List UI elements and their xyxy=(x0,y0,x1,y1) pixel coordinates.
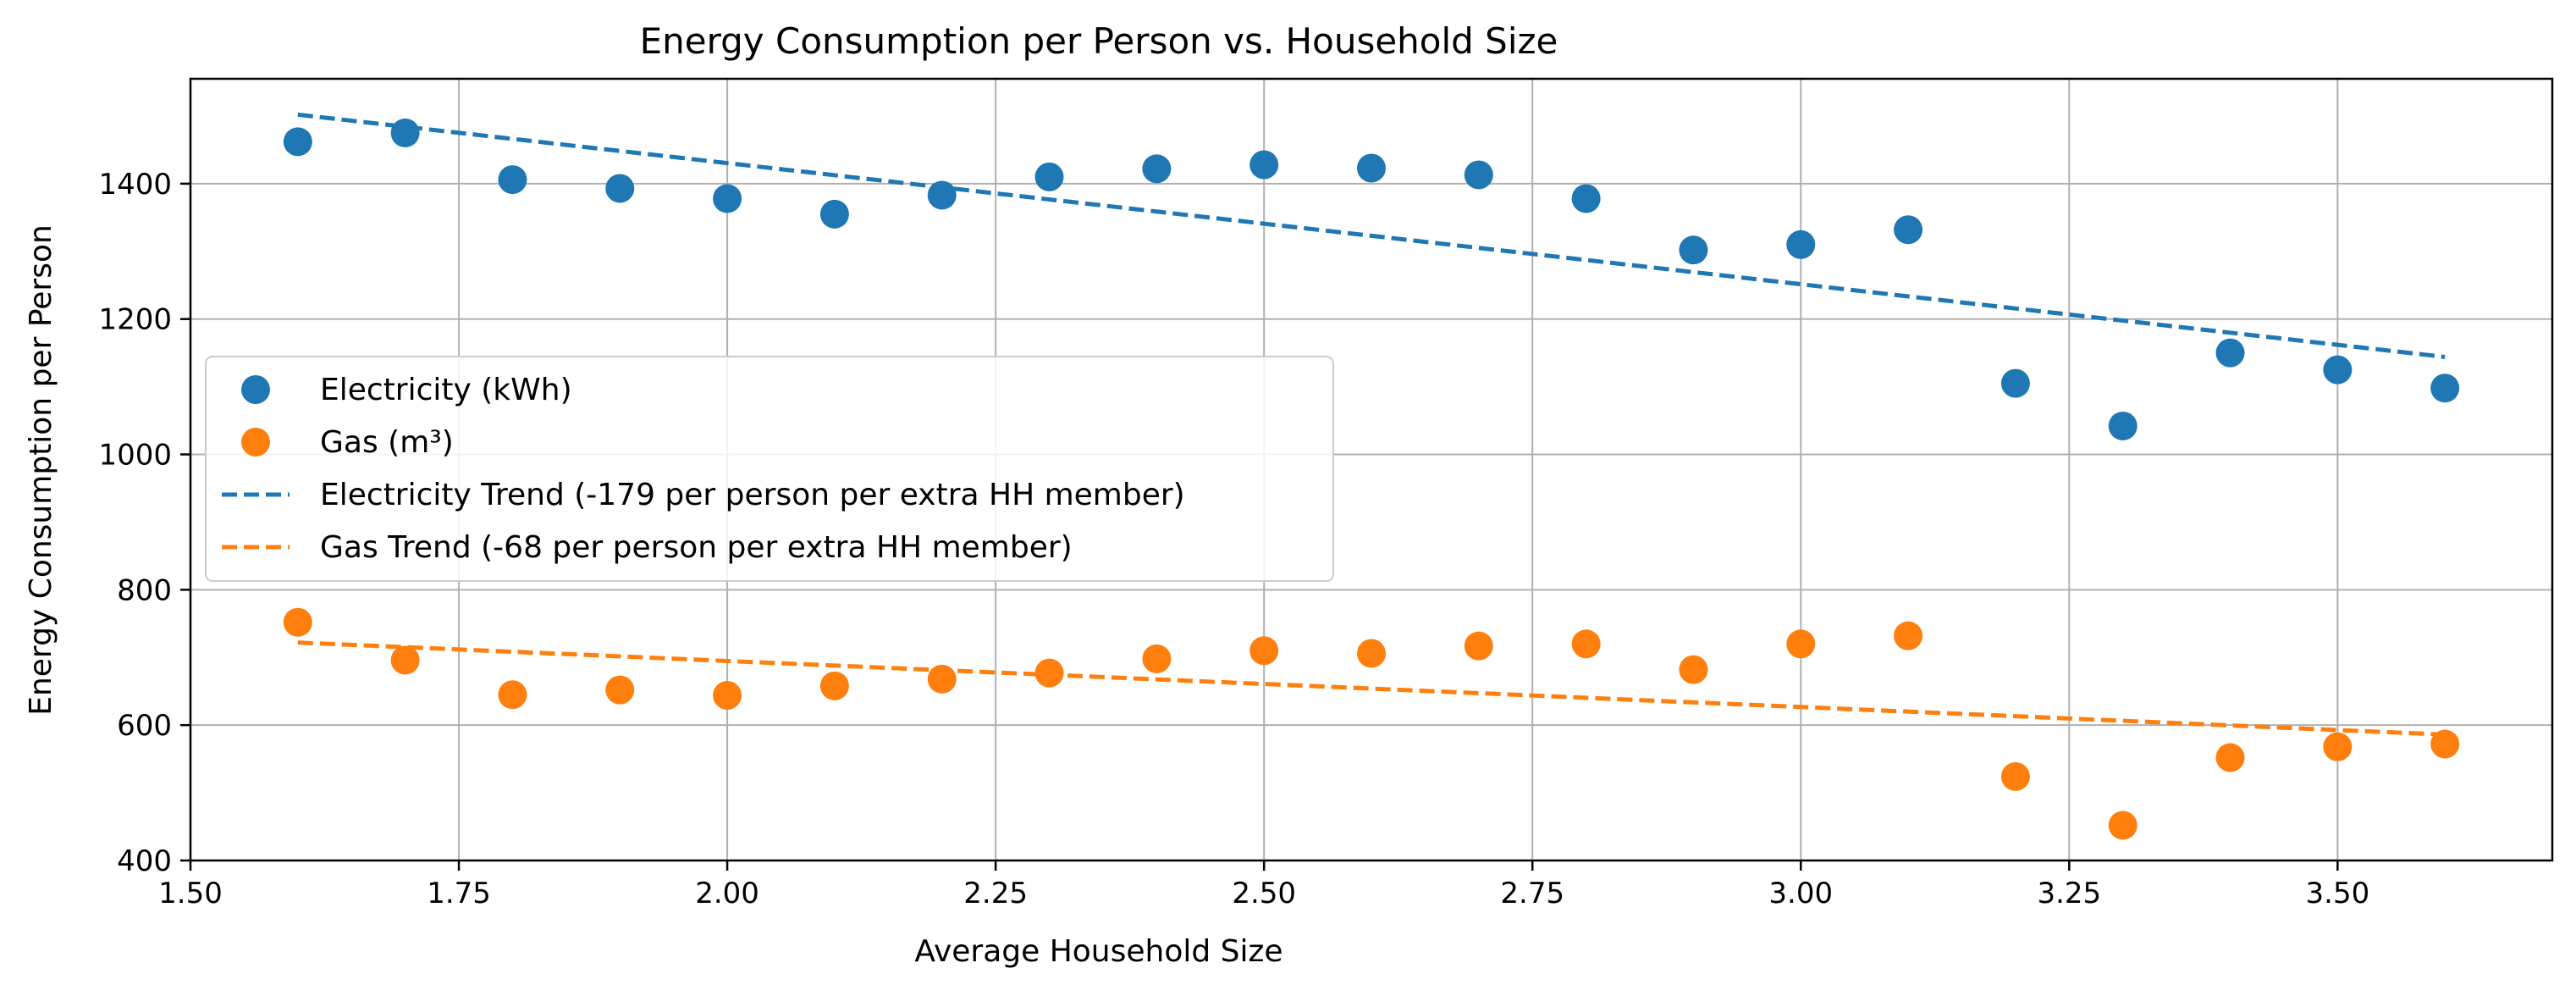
plot-frame xyxy=(189,77,2554,862)
legend-swatch-1 xyxy=(241,428,270,456)
y-tick-label: 800 xyxy=(117,573,172,607)
data-point xyxy=(1679,655,1708,684)
x-tick-label: 1.75 xyxy=(427,877,491,910)
data-point xyxy=(2430,374,2460,403)
data-point xyxy=(1679,235,1708,265)
ticks: 1.50 1.75 2.00 2.25 2.50 2.75 3.00 3.25 3.50 400 6… xyxy=(98,168,2369,910)
x-tick-label: 3.50 xyxy=(2306,877,2370,910)
data-point xyxy=(1357,153,1386,183)
data-point xyxy=(1357,639,1386,668)
legend-label-3: Gas Trend (-68 per person per extra HH m… xyxy=(320,530,1073,565)
legend-label-2: Electricity Trend (-179 per person per e… xyxy=(320,478,1185,512)
data-point xyxy=(1142,154,1172,184)
x-tick-label: 2.50 xyxy=(1232,877,1296,910)
y-tick-label: 1000 xyxy=(98,439,172,473)
data-point xyxy=(1464,631,1493,661)
data-point xyxy=(2000,368,2030,398)
y-axis-label: Energy Consumption per Person xyxy=(24,224,58,716)
data-point xyxy=(1464,160,1493,190)
data-point xyxy=(498,165,527,195)
data-point xyxy=(2000,761,2030,791)
data-point xyxy=(927,180,957,210)
data-point xyxy=(1786,230,1816,259)
x-tick-label: 2.75 xyxy=(1500,877,1564,910)
data-point xyxy=(819,671,849,700)
data-point xyxy=(2430,729,2460,759)
data-point xyxy=(283,607,312,637)
x-tick-label: 2.00 xyxy=(695,877,759,910)
data-point xyxy=(390,118,420,147)
x-tick-label: 3.00 xyxy=(1768,877,1833,910)
y-tick-label: 1400 xyxy=(98,168,172,202)
data-point xyxy=(2323,355,2353,385)
chart-title: Energy Consumption per Person vs. Househ… xyxy=(640,20,1558,62)
legend-swatch-0 xyxy=(241,375,270,404)
data-point xyxy=(1249,636,1279,666)
data-point xyxy=(1571,184,1601,213)
legend-label-0: Electricity (kWh) xyxy=(320,373,572,407)
data-point xyxy=(2108,811,2137,840)
data-point xyxy=(2215,743,2245,772)
data-point xyxy=(1894,621,1923,650)
data-point xyxy=(1034,162,1064,191)
x-tick-label: 2.25 xyxy=(963,877,1028,910)
data-point xyxy=(605,174,635,203)
x-tick-label: 1.50 xyxy=(158,877,223,910)
x-tick-label: 3.25 xyxy=(2037,877,2101,910)
data-point xyxy=(1786,629,1816,659)
y-tick-label: 1200 xyxy=(98,303,172,337)
legend: Electricity (kWh) Gas (m³) Electricity Tre… xyxy=(205,356,1334,582)
scatter-series-0 xyxy=(283,118,2460,440)
data-point xyxy=(713,681,742,711)
legend-label-1: Gas (m³) xyxy=(320,425,454,460)
y-tick-label: 400 xyxy=(117,844,172,878)
data-point xyxy=(1249,150,1279,180)
x-axis-label: Average Household Size xyxy=(914,934,1282,969)
data-point xyxy=(283,127,312,157)
data-point xyxy=(605,675,635,705)
data-point xyxy=(713,184,742,213)
data-point xyxy=(819,199,849,229)
series-layer xyxy=(283,112,2460,840)
data-point xyxy=(2323,732,2353,761)
data-point xyxy=(498,680,527,710)
data-point xyxy=(1571,629,1601,659)
data-point xyxy=(390,645,420,675)
data-point xyxy=(1142,644,1172,673)
data-point xyxy=(1894,215,1923,245)
trend-line-2 xyxy=(297,112,2446,359)
trend-line-3 xyxy=(297,640,2446,737)
y-tick-label: 600 xyxy=(117,709,172,743)
data-point xyxy=(2108,411,2137,440)
data-point xyxy=(2215,338,2245,368)
legend-box xyxy=(205,356,1334,582)
scatter-series-1 xyxy=(283,607,2460,840)
